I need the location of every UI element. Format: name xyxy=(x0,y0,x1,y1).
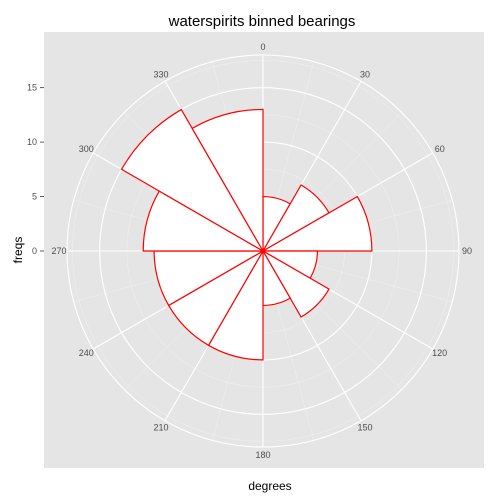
chart-title: waterspirits binned bearings xyxy=(168,13,356,30)
bars xyxy=(120,108,373,361)
theta-tick-label: 270 xyxy=(51,246,66,256)
theta-tick-label: 0 xyxy=(260,42,265,52)
theta-tick-label: 90 xyxy=(462,246,472,256)
y-axis: 0 5 10 15 xyxy=(27,83,44,256)
theta-tick-label: 30 xyxy=(360,69,370,79)
bar-wedge-60 xyxy=(260,195,373,252)
theta-tick-label: 150 xyxy=(357,423,372,433)
bar-wedge-330 xyxy=(191,108,264,254)
bar-wedge-300 xyxy=(120,108,265,253)
y-tick-label: 5 xyxy=(32,192,37,202)
theta-tick-label: 120 xyxy=(432,348,447,358)
theta-tick-labels: 0 30 60 90 120 150 180 210 240 270 300 330 xyxy=(51,42,472,460)
theta-tick-label: 240 xyxy=(79,348,94,358)
theta-tick-label: 210 xyxy=(153,423,168,433)
bar-wedge-120 xyxy=(261,249,330,318)
y-axis-title: freqs xyxy=(11,237,25,264)
y-tick-label: 15 xyxy=(27,83,37,93)
theta-tick-label: 300 xyxy=(79,144,94,154)
y-tick-label: 10 xyxy=(27,137,37,147)
y-tick-label: 0 xyxy=(32,246,37,256)
x-axis-title: degrees xyxy=(248,479,291,493)
theta-tick-label: 60 xyxy=(435,144,445,154)
theta-tick-label: 330 xyxy=(153,69,168,79)
theta-tick-label: 180 xyxy=(255,450,270,460)
